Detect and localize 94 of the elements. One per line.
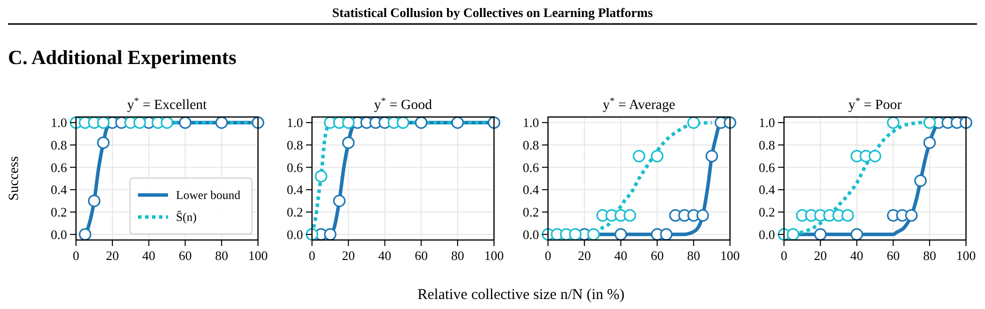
chart-title: y$^{*}$ = Poor: [848, 96, 902, 113]
x-tick-label: 60: [650, 248, 664, 263]
x-tick-label: 20: [814, 248, 827, 263]
point: [414, 116, 428, 129]
point: [886, 116, 900, 129]
y-axis-title: Success: [7, 156, 22, 201]
x-tick-label: 100: [720, 248, 740, 263]
y-tick-label: 0.6: [758, 160, 776, 175]
x-tick-label: 0: [308, 248, 316, 263]
point: [614, 228, 628, 241]
point: [868, 150, 882, 162]
x-tick-label: 20: [106, 248, 119, 263]
x-tick-label: 100: [956, 248, 976, 263]
x-tick-label: 100: [484, 248, 504, 263]
chart-title: y$^{*}$ = Excellent: [127, 96, 207, 113]
point: [324, 228, 336, 241]
y-tick-label: 0.4: [522, 182, 540, 198]
y-tick-label: 0.2: [758, 204, 775, 220]
x-tick-label: 0: [780, 248, 788, 263]
x-tick-label: 20: [342, 248, 355, 263]
y-tick-label: 0.6: [286, 160, 304, 175]
y-tick-label: 0.4: [286, 182, 304, 198]
text: Statistical Collusion by Collectives on Learning Platforms: [332, 5, 653, 20]
y-tick-label: 1.0: [286, 115, 303, 130]
x-tick-label: 60: [414, 248, 428, 263]
x-tick-label: 80: [215, 248, 228, 263]
point: [814, 228, 827, 241]
x-tick-label: 60: [886, 248, 900, 263]
x-tick-label: 80: [687, 248, 700, 263]
point: [215, 116, 228, 129]
y-tick-label: 0.0: [758, 226, 775, 242]
point: [687, 116, 700, 129]
point: [97, 136, 110, 149]
x-tick-label: 40: [142, 248, 156, 263]
y-tick-label: 0.2: [522, 204, 539, 220]
chart-title: y$^{*}$ = Good: [374, 96, 432, 113]
y-tick-label: 0.0: [50, 226, 67, 242]
y-tick-label: 1.0: [758, 115, 775, 130]
point: [786, 228, 800, 241]
y-tick-label: 0.6: [50, 160, 68, 175]
legend-label: Lower bound: [176, 188, 240, 202]
point: [78, 228, 92, 241]
point: [923, 136, 936, 149]
point: [342, 136, 355, 149]
y-tick-label: 0.0: [522, 226, 539, 242]
point: [923, 116, 936, 129]
text: C. Additional Experiments: [8, 47, 237, 69]
point: [706, 150, 718, 162]
point: [178, 116, 192, 129]
chart-title: y$^{*}$ = Average: [602, 96, 676, 113]
x-tick-label: 0: [72, 248, 80, 263]
point: [396, 116, 410, 129]
y-tick-label: 0.4: [50, 182, 68, 198]
point: [587, 228, 600, 241]
point: [97, 116, 110, 129]
text: Relative collective size n/N (in %): [417, 287, 625, 303]
y-tick-label: 0.8: [758, 137, 775, 152]
y-tick-label: 0.6: [522, 160, 540, 175]
legend-label: Ŝ(n): [176, 210, 197, 224]
x-tick-label: 60: [178, 248, 192, 263]
point: [632, 150, 646, 162]
y-tick-label: 0.4: [758, 182, 776, 198]
point: [342, 116, 355, 129]
y-tick-label: 0.2: [286, 204, 303, 220]
x-tick-label: 40: [378, 248, 392, 263]
y-tick-label: 0.2: [50, 204, 67, 220]
y-tick-label: 0.8: [50, 137, 67, 152]
y-tick-label: 0.0: [286, 226, 303, 242]
point: [88, 194, 100, 208]
point: [314, 170, 328, 183]
y-tick-label: 0.8: [522, 137, 539, 152]
point: [451, 116, 464, 129]
point: [569, 228, 582, 241]
point: [160, 116, 174, 129]
point: [850, 228, 864, 241]
point: [905, 209, 918, 222]
y-tick-label: 1.0: [50, 115, 67, 130]
y-tick-label: 0.8: [286, 137, 303, 152]
x-tick-label: 80: [451, 248, 464, 263]
point: [624, 209, 636, 222]
point: [696, 209, 709, 222]
point: [133, 116, 146, 129]
x-tick-label: 40: [850, 248, 864, 263]
point: [841, 209, 854, 222]
point: [660, 228, 673, 241]
point: [914, 174, 927, 187]
point: [333, 194, 346, 208]
x-tick-label: 20: [578, 248, 591, 263]
x-tick-label: 100: [248, 248, 268, 263]
point: [650, 150, 664, 162]
x-tick-label: 0: [544, 248, 552, 263]
y-tick-label: 1.0: [522, 115, 539, 130]
x-tick-label: 80: [923, 248, 936, 263]
x-tick-label: 40: [614, 248, 628, 263]
